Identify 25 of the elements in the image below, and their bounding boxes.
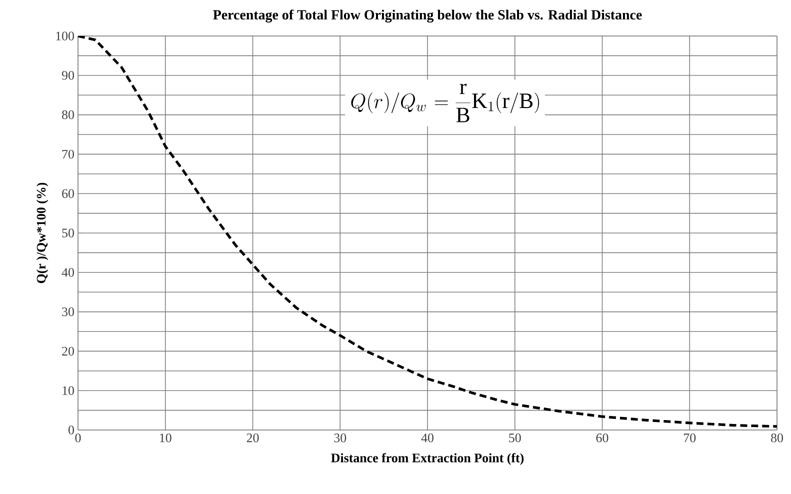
y-axis-title: Q(r )/Qw*100 (%) [36, 182, 48, 284]
annotation: $\left.Q(r)\middle/Q_w\right. = \frac{\mathrm{r}}{\mathrm{B}}\mathrm{K}_1(\mathrm{r/B})$ [351, 84, 540, 122]
y-tick-label: 80 [62, 110, 74, 120]
x-tick-label: 70 [684, 434, 696, 442]
x-tick-label: 80 [771, 434, 783, 442]
y-tick-label: 50 [62, 228, 74, 238]
y-tick-label: 10 [62, 386, 74, 395]
y-tick-label: 30 [62, 307, 74, 316]
x-tick-label: 60 [596, 434, 608, 442]
y-tick-label: 70 [62, 150, 74, 159]
y-tick-label: 40 [62, 268, 74, 277]
y-tick-label: 100 [56, 32, 74, 40]
y-tick-label: 20 [62, 346, 74, 356]
y-tick-label: 90 [62, 71, 74, 80]
x-tick-label: 10 [160, 434, 172, 442]
x-tick-label: 40 [421, 434, 434, 442]
x-tick-label: 30 [334, 434, 346, 442]
chart-title: Percentage of Total Flow Originating below the Slab vs. Radial Distance [213, 10, 642, 22]
x-axis-title: Distance from Extraction Point (ft) [331, 453, 524, 465]
x-tick-label: 50 [509, 434, 521, 442]
x-tick-label: 0 [75, 434, 81, 442]
line-series [78, 36, 777, 428]
x-tick-label: 20 [246, 434, 259, 442]
y-tick-label: 60 [62, 189, 74, 198]
y-tick-label: 0 [68, 426, 74, 434]
